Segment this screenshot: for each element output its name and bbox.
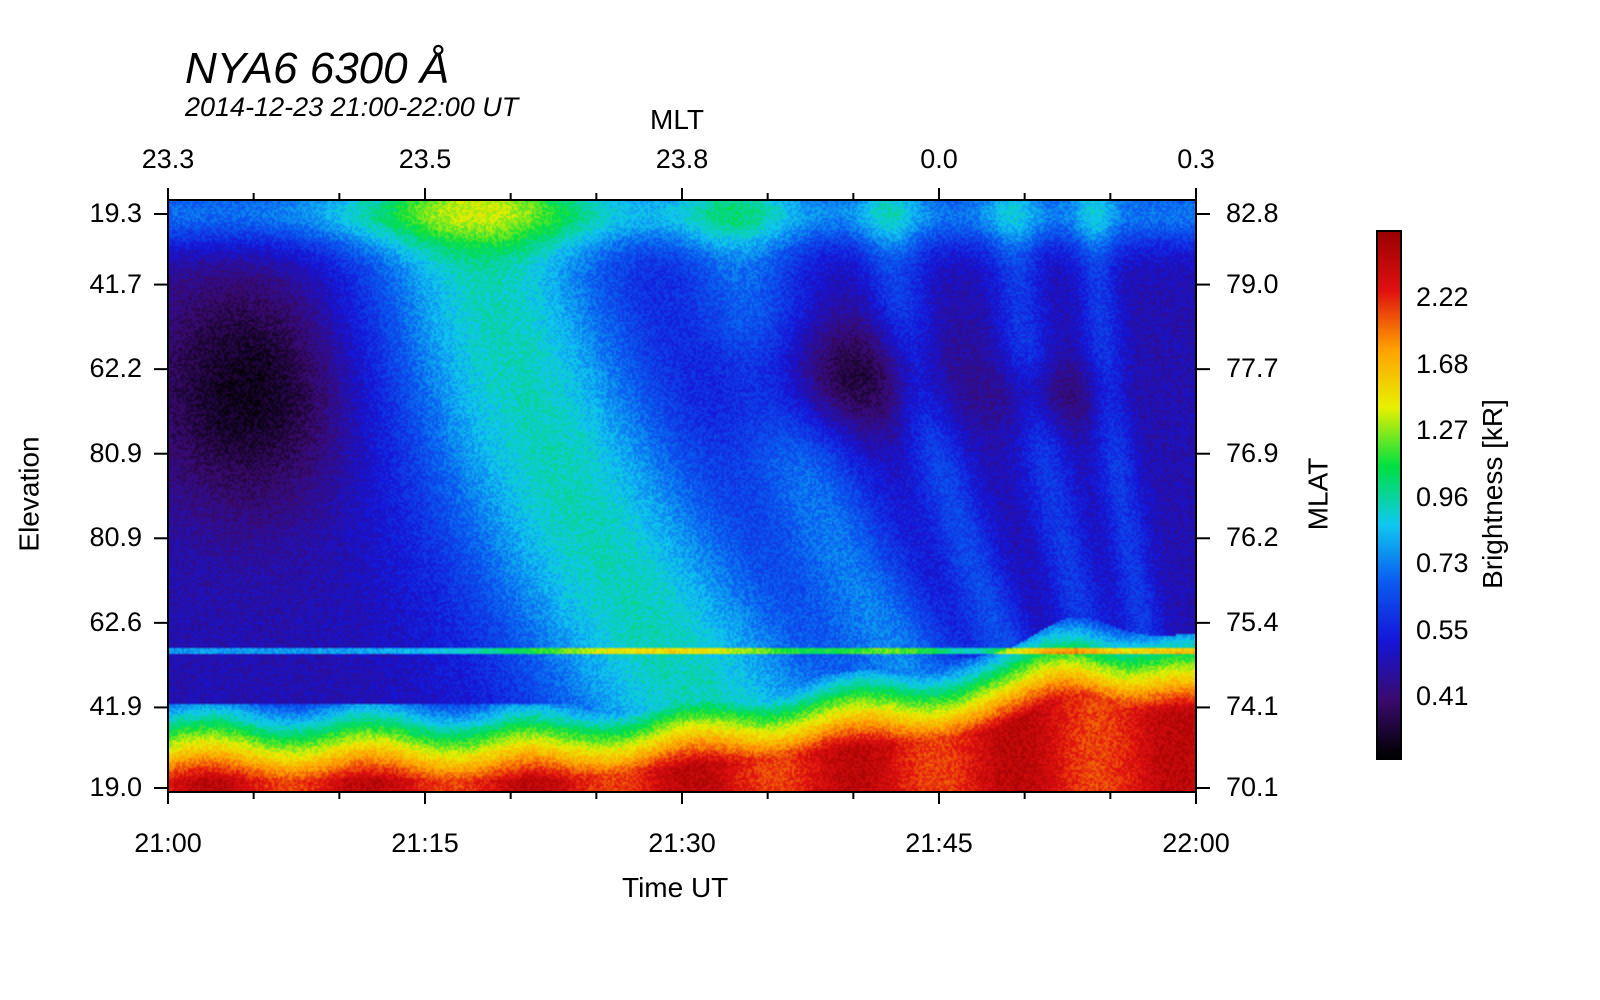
y-tick-label: 62.2: [89, 353, 142, 384]
time-axis-label: Time UT: [622, 872, 729, 903]
colorbar-tick-label: 1.27: [1416, 415, 1469, 445]
y-tick-label: 80.9: [89, 437, 142, 468]
y-tick-label: 41.7: [89, 268, 142, 299]
y2-tick-label: 79.0: [1226, 268, 1279, 299]
y-tick-label: 19.3: [89, 198, 142, 228]
y2-tick-label: 75.4: [1226, 606, 1279, 637]
x-tick-label: 21:45: [905, 828, 973, 858]
y2-tick-label: 70.1: [1226, 772, 1279, 802]
x-tick-label: 21:15: [391, 828, 459, 858]
x2-tick-label: 23.8: [655, 144, 709, 174]
heatmap-image: [168, 200, 1196, 792]
y2-tick-label: 74.1: [1226, 691, 1279, 722]
colorbar-tick-label: 0.55: [1416, 614, 1469, 645]
x2-tick-label: 0.0: [920, 144, 958, 174]
x-tick-label: 21:00: [134, 828, 202, 858]
colorbar-tick-label: 1.68: [1416, 348, 1469, 379]
x2-tick-label: 23.5: [398, 144, 452, 174]
chart-title: NYA6 6300 Å: [185, 44, 450, 93]
plot-frame: [167, 199, 1197, 793]
colorbar-tick-label: 0.96: [1416, 481, 1469, 512]
y-tick-label: 41.9: [89, 691, 142, 722]
y-tick-label: 62.6: [89, 606, 142, 637]
y-tick-label: 19.0: [89, 772, 142, 802]
x2-tick-label: 0.3: [1177, 144, 1215, 174]
colorbar-tick-label: 0.73: [1416, 548, 1469, 578]
chart-subtitle: 2014-12-23 21:00-22:00 UT: [185, 92, 519, 122]
mlt-axis-label: MLT: [650, 104, 704, 135]
mlat-axis-label: MLAT: [1302, 457, 1334, 531]
y2-tick-label: 76.9: [1226, 437, 1279, 468]
colorbar-label: Brightness [kR]: [1476, 399, 1508, 589]
x-tick-label: 22:00: [1162, 828, 1230, 858]
x-tick-label: 21:30: [648, 828, 716, 858]
y-tick-label: 80.9: [89, 522, 142, 553]
colorbar-tick-label: 2.22: [1416, 282, 1469, 312]
y2-tick-label: 76.2: [1226, 522, 1279, 553]
y2-tick-label: 77.7: [1226, 353, 1279, 384]
colorbar-tick-label: 0.41: [1416, 681, 1469, 711]
x2-tick-label: 23.3: [141, 144, 195, 174]
y2-tick-label: 82.8: [1226, 198, 1279, 228]
colorbar: [1376, 230, 1402, 760]
